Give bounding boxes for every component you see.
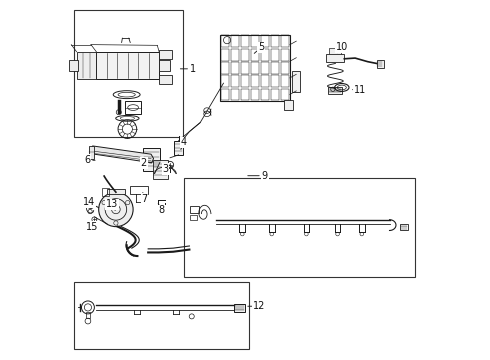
Bar	[241, 62, 249, 74]
Text: 2: 2	[141, 158, 147, 168]
Bar	[400, 224, 408, 230]
Polygon shape	[90, 146, 153, 163]
Bar	[97, 52, 159, 79]
Bar	[270, 75, 279, 87]
Text: 3: 3	[162, 164, 169, 174]
Bar	[250, 62, 259, 74]
Text: 8: 8	[159, 206, 165, 216]
Bar	[270, 49, 279, 60]
Bar	[130, 186, 148, 194]
Bar	[285, 100, 294, 110]
Bar	[270, 36, 279, 47]
Bar	[261, 89, 269, 100]
Text: 11: 11	[354, 85, 366, 95]
Bar	[220, 49, 229, 60]
Bar	[281, 36, 289, 47]
Bar	[220, 89, 229, 100]
Text: 12: 12	[253, 301, 266, 311]
Bar	[241, 89, 249, 100]
Bar	[231, 36, 239, 47]
Bar	[220, 62, 229, 74]
Bar	[220, 75, 229, 87]
Bar	[250, 75, 259, 87]
Text: 15: 15	[86, 222, 99, 231]
Bar	[261, 62, 269, 74]
Bar	[220, 35, 290, 101]
Bar	[76, 52, 97, 79]
Bar	[191, 215, 197, 220]
Text: 6: 6	[84, 155, 90, 165]
Bar	[250, 36, 259, 47]
Circle shape	[98, 192, 133, 226]
Bar	[231, 89, 239, 100]
Text: 14: 14	[83, 197, 95, 207]
Bar	[74, 282, 249, 348]
Bar	[86, 312, 90, 318]
Bar	[70, 60, 78, 71]
Bar	[191, 206, 199, 212]
Bar	[281, 49, 289, 60]
Bar	[102, 188, 109, 196]
Bar	[143, 148, 160, 171]
Bar	[377, 60, 384, 68]
Bar	[107, 189, 125, 194]
Text: 9: 9	[262, 171, 268, 181]
Bar	[281, 75, 289, 87]
Bar	[281, 89, 289, 100]
Bar	[281, 62, 289, 74]
Bar	[231, 49, 239, 60]
Bar	[270, 89, 279, 100]
Bar	[184, 178, 416, 277]
Bar	[159, 60, 170, 71]
Bar	[125, 101, 141, 114]
Bar	[326, 54, 344, 62]
Text: 13: 13	[106, 199, 119, 210]
Bar	[89, 145, 95, 159]
Bar	[159, 75, 171, 84]
Bar	[231, 75, 239, 87]
Text: 4: 4	[181, 138, 187, 147]
Bar	[261, 49, 269, 60]
Bar	[241, 36, 249, 47]
Text: 5: 5	[258, 42, 264, 52]
Bar	[250, 89, 259, 100]
Bar	[328, 87, 342, 94]
Text: 10: 10	[336, 42, 348, 52]
Text: 1: 1	[190, 64, 196, 74]
Bar	[159, 50, 171, 59]
Bar	[241, 75, 249, 87]
Bar	[74, 10, 183, 137]
Bar	[231, 62, 239, 74]
Bar	[153, 159, 168, 179]
Bar	[261, 75, 269, 87]
Bar	[241, 49, 249, 60]
Bar	[174, 140, 183, 155]
Bar	[220, 36, 229, 47]
Bar	[329, 48, 342, 54]
Bar	[250, 49, 259, 60]
Bar	[261, 36, 269, 47]
Bar	[270, 62, 279, 74]
Bar	[292, 71, 299, 92]
Bar	[234, 304, 245, 312]
Text: 7: 7	[142, 194, 147, 204]
